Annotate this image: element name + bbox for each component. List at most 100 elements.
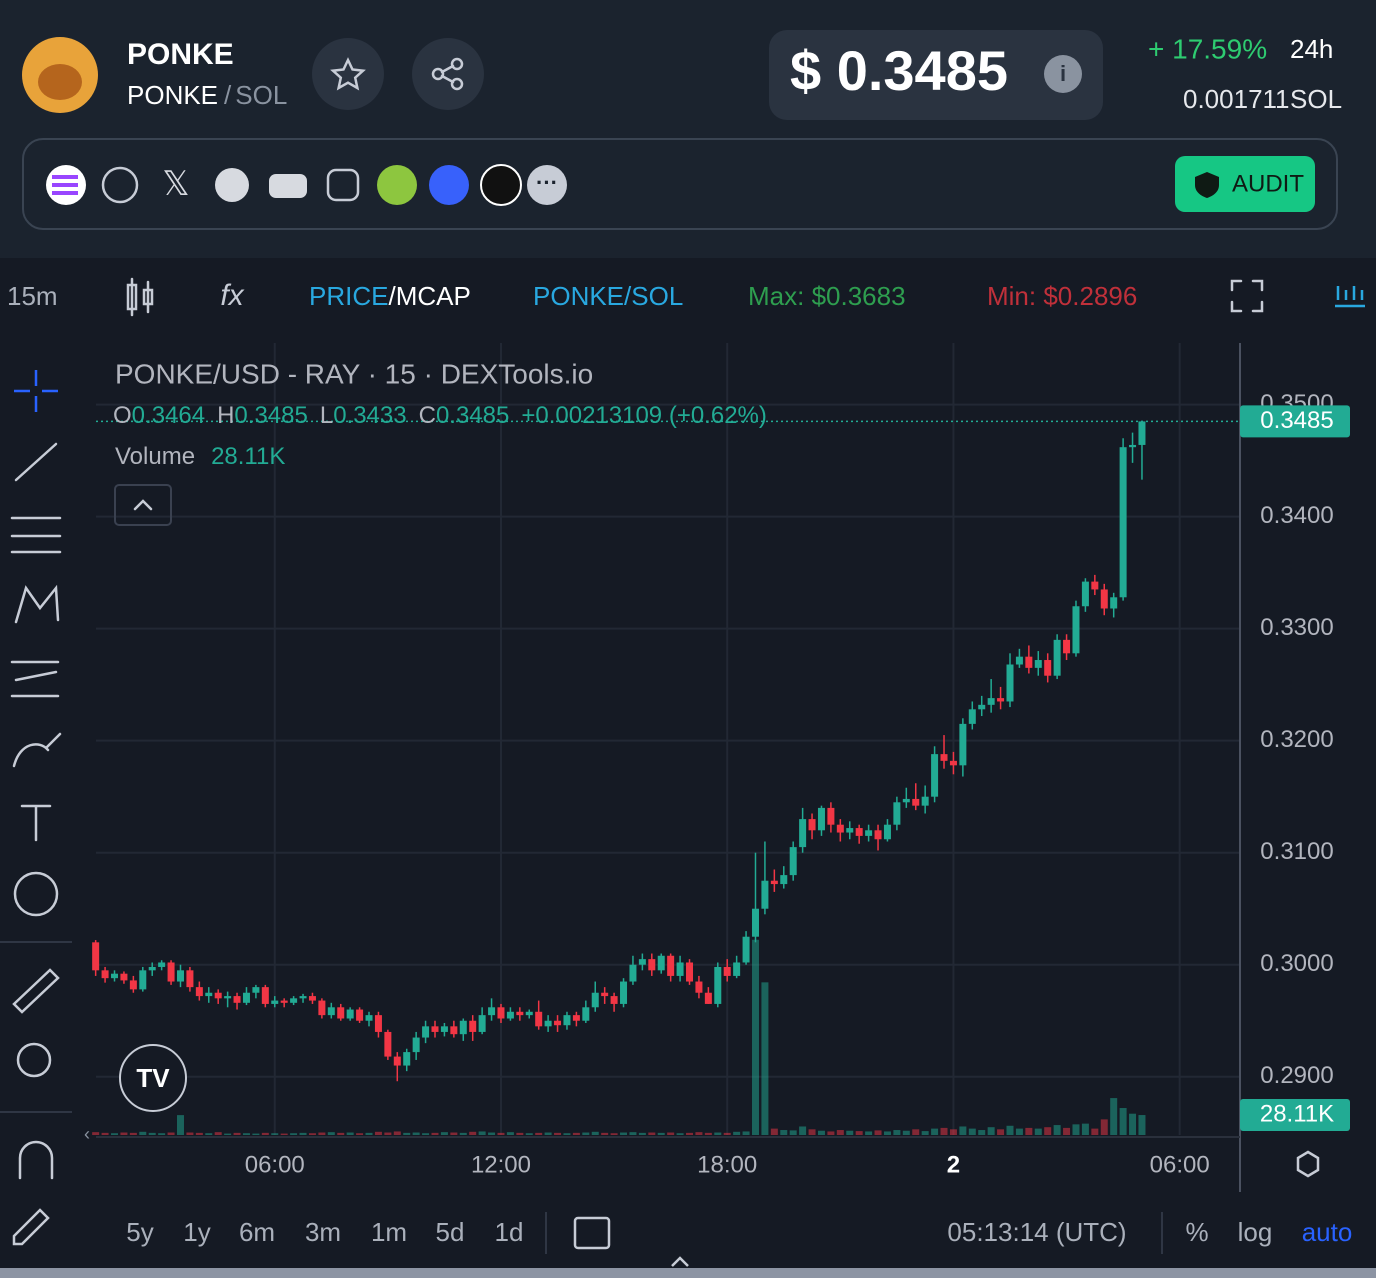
candle-body <box>92 942 100 971</box>
volume-bar <box>846 1130 854 1135</box>
volume-bar <box>290 1133 298 1135</box>
candle-body <box>308 996 316 1001</box>
audit-label: AUDIT <box>1232 170 1304 197</box>
candle-body <box>742 936 750 963</box>
collapse-legend[interactable] <box>114 484 172 526</box>
volume-bar <box>214 1132 222 1135</box>
volume-bar <box>978 1130 986 1135</box>
indicators-icon[interactable]: fx <box>220 279 244 312</box>
collapse-icon <box>133 499 153 511</box>
info-icon[interactable] <box>1044 55 1082 93</box>
scroll-left[interactable]: ‹ <box>84 1124 90 1144</box>
volume-bar <box>422 1133 430 1135</box>
range-option[interactable]: 1y <box>183 1217 210 1247</box>
projection-tool[interactable] <box>10 660 60 698</box>
plot <box>92 343 1240 1135</box>
pattern-tool[interactable] <box>14 584 60 624</box>
volume-bar <box>742 1131 750 1135</box>
change-period: 24h <box>1290 34 1333 64</box>
candle-body <box>252 987 260 993</box>
range-option[interactable]: 5d <box>436 1217 465 1247</box>
trendline-tool[interactable] <box>14 442 58 482</box>
candle-body <box>356 1009 364 1021</box>
legend-key: C <box>419 402 436 429</box>
volume-bar <box>129 1132 137 1135</box>
share-button[interactable] <box>412 38 484 110</box>
volume-bar <box>648 1132 656 1135</box>
tv-logo[interactable] <box>119 1044 187 1112</box>
website-link[interactable] <box>101 166 139 204</box>
log-toggle[interactable]: log <box>1238 1217 1273 1247</box>
x-link[interactable]: 𝕏 <box>162 165 189 203</box>
volume-bar <box>176 1115 184 1135</box>
expand-arrow[interactable] <box>671 1256 689 1267</box>
candle-body <box>488 1007 496 1016</box>
fib-tool[interactable] <box>10 516 62 554</box>
candle-body <box>478 1015 486 1032</box>
axis-settings[interactable] <box>1296 1150 1320 1178</box>
y-tick-label: 0.3100 <box>1260 838 1333 865</box>
volume-bar <box>949 1129 957 1135</box>
cmc-link[interactable] <box>429 165 469 205</box>
instagram-link[interactable] <box>326 168 360 202</box>
pair: PONKE / SOL <box>127 80 287 110</box>
range-option[interactable]: 1d <box>495 1217 524 1247</box>
range-option[interactable]: 5y <box>126 1217 153 1247</box>
youtube-link[interactable] <box>269 174 307 198</box>
range-option[interactable]: 1m <box>371 1217 407 1247</box>
ruler-tool[interactable] <box>12 968 60 1014</box>
candle-body <box>535 1011 543 1027</box>
y-tick-label: 0.3300 <box>1260 614 1333 641</box>
percent-toggle[interactable]: % <box>1185 1217 1208 1247</box>
volume-bar <box>516 1132 524 1135</box>
range-option[interactable]: 6m <box>239 1217 275 1247</box>
star-icon <box>330 57 366 91</box>
magnet-tool[interactable] <box>18 1140 54 1180</box>
max-price: Max: $0.3683 <box>748 281 906 311</box>
more-links[interactable] <box>527 165 567 205</box>
candle-body <box>940 754 948 761</box>
volume-bar <box>883 1131 891 1135</box>
volume-bar <box>554 1132 562 1135</box>
price-option[interactable]: PRICE <box>309 281 388 311</box>
mcap-option[interactable]: /MCAP <box>388 281 470 311</box>
volume-bar <box>299 1132 307 1135</box>
price-mcap-toggle[interactable]: PRICE/MCAP <box>309 281 471 311</box>
audit-button[interactable] <box>1175 156 1315 212</box>
candle-body <box>1015 656 1023 665</box>
candle-body <box>1072 606 1080 654</box>
candle-body <box>384 1031 392 1057</box>
other-link[interactable] <box>480 164 522 206</box>
legend-change: +0.00213109 (+0.62%) <box>521 402 767 429</box>
volume-bar <box>497 1132 505 1135</box>
volume-bar <box>733 1131 741 1135</box>
pair-toggle[interactable]: PONKE/SOL <box>533 281 683 311</box>
legend-value: 0.3485 <box>436 402 509 429</box>
legend-key: H <box>217 402 234 429</box>
interval[interactable]: 15m <box>7 281 58 311</box>
volume-bar <box>431 1132 439 1135</box>
candle-type-icon[interactable] <box>126 277 154 317</box>
zoom-tool[interactable] <box>16 1042 52 1078</box>
header-bg <box>0 0 1376 258</box>
emoji-tool[interactable] <box>13 871 59 917</box>
depth-icon[interactable] <box>1335 286 1365 308</box>
telegram-link[interactable] <box>215 168 249 202</box>
volume-bar <box>337 1132 345 1135</box>
volume-bar <box>591 1131 599 1135</box>
favorite-button[interactable] <box>312 38 384 110</box>
goto-date[interactable] <box>573 1216 611 1250</box>
range-option[interactable]: 3m <box>305 1217 341 1247</box>
candle-body <box>224 996 232 999</box>
lock-tool[interactable] <box>12 1208 50 1246</box>
auto-toggle[interactable]: auto <box>1302 1217 1353 1247</box>
text-tool[interactable] <box>20 804 52 842</box>
fullscreen-icon[interactable] <box>1230 279 1264 313</box>
candle-body <box>195 987 203 997</box>
coingecko-link[interactable] <box>377 165 417 205</box>
crosshair-tool[interactable] <box>14 370 58 412</box>
volume-bar <box>365 1132 373 1135</box>
volume-bar <box>92 1132 100 1135</box>
brush-tool[interactable] <box>12 732 62 768</box>
